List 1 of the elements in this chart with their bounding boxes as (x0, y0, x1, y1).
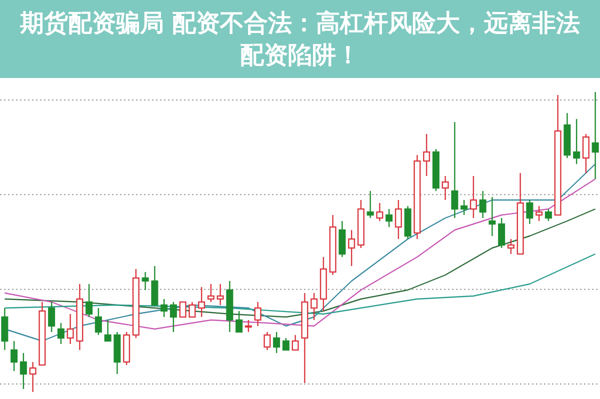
chart-title: 期货配资骗局 配资不合法：高杠杆风险大，远离非法配资陷阱！ (18, 8, 582, 71)
